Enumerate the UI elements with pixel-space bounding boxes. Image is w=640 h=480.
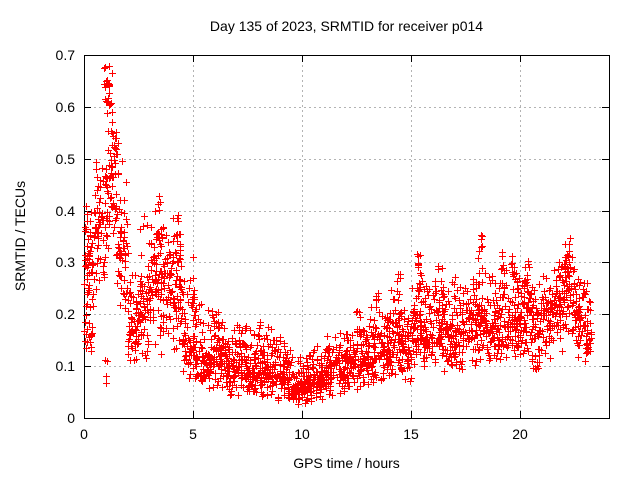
grid-lines xyxy=(84,55,609,418)
y-tick-label: 0 xyxy=(67,410,75,426)
chart-title: Day 135 of 2023, SRMTID for receiver p01… xyxy=(209,18,484,34)
y-tick-label: 0.5 xyxy=(56,151,76,167)
y-tick-label: 0.6 xyxy=(56,99,76,115)
y-tick-label: 0.7 xyxy=(56,47,76,63)
y-tick-label: 0.1 xyxy=(56,358,76,374)
x-tick-label: 20 xyxy=(512,426,528,442)
tick-labels: 0 5 10 15 20 0 0.1 0.2 0.3 0.4 0.5 0.6 0.7 xyxy=(56,47,528,442)
y-tick-label: 0.2 xyxy=(56,306,76,322)
x-tick-label: 10 xyxy=(294,426,310,442)
data-points-scatter xyxy=(81,63,595,408)
x-tick-label: 0 xyxy=(80,426,88,442)
x-axis-label: GPS time / hours xyxy=(293,455,400,471)
plot-frame xyxy=(84,55,610,419)
x-tick-label: 15 xyxy=(403,426,419,442)
y-tick-label: 0.4 xyxy=(56,203,76,219)
x-tick-label: 5 xyxy=(189,426,197,442)
y-tick-label: 0.3 xyxy=(56,254,76,270)
